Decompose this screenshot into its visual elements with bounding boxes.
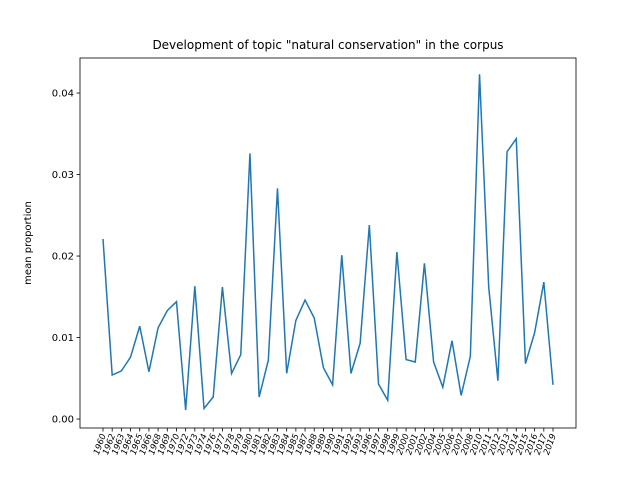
y-axis-label: mean proportion (23, 201, 34, 285)
y-tick-label: 0.02 (52, 252, 74, 263)
y-tick-label: 0.00 (52, 415, 74, 426)
y-tick-label: 0.01 (52, 333, 74, 344)
plot-frame (79, 57, 577, 429)
line-series (102, 74, 554, 411)
chart-title: Development of topic "natural conservati… (152, 38, 503, 52)
y-tick-label: 0.03 (52, 170, 74, 181)
y-tick-label: 0.04 (52, 89, 74, 100)
